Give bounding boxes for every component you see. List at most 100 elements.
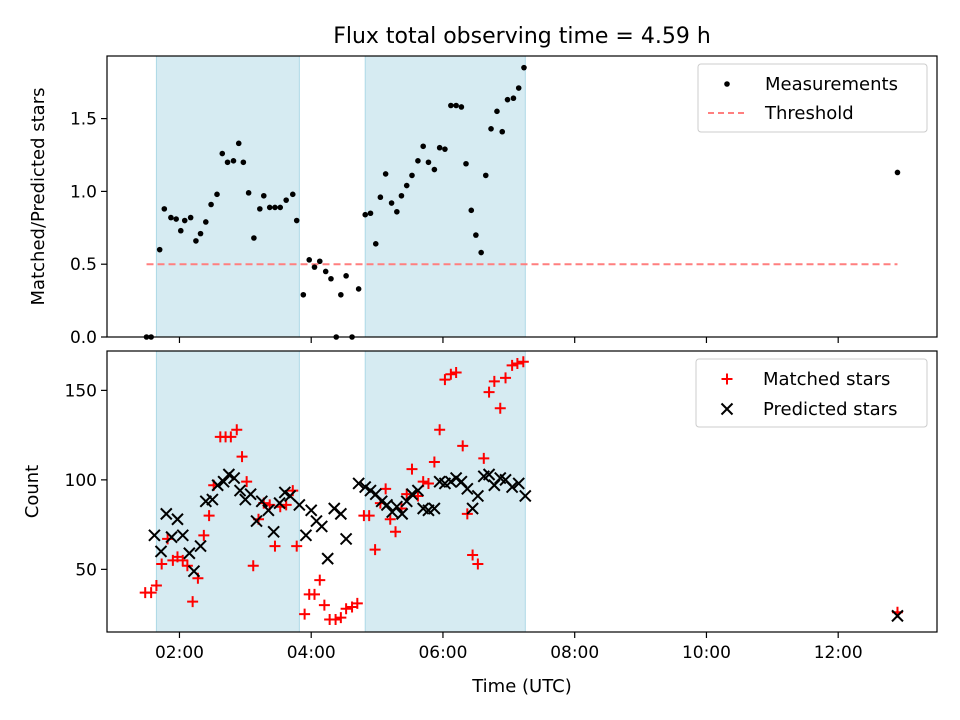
predicted-star-point [505, 480, 519, 494]
top-shaded-spans [155, 55, 526, 338]
measurement-point [219, 150, 226, 157]
counts-points [139, 356, 904, 625]
matched-star-point [517, 356, 529, 368]
measurement-point [463, 160, 469, 167]
measurement-point [504, 96, 511, 103]
predicted-star-point [304, 504, 318, 517]
bottom-plot-frame [106, 350, 938, 633]
measurement-point [420, 143, 426, 150]
measurement-point [173, 216, 179, 222]
measurement-point [521, 64, 527, 71]
bottom-y-ticks: 50 100 150 [65, 381, 107, 580]
x-axis-label: Time (UTC) [471, 676, 572, 697]
predicted-star-point [244, 487, 257, 501]
measurement-point [377, 194, 384, 201]
measurement-point [187, 214, 194, 221]
matched-star-point [488, 375, 500, 387]
predicted-star-point [160, 507, 173, 521]
measurement-point [453, 102, 459, 109]
measurement-point [235, 140, 242, 147]
matched-star-point [299, 608, 311, 620]
predicted-star-point [466, 502, 479, 515]
predicted-star-point [187, 564, 201, 578]
measurement-point [488, 125, 494, 132]
matched-star-point [187, 596, 199, 608]
top-panel: 0.0 0.5 1.0 1.5 Matched/Predicted stars Mea… [28, 55, 938, 348]
y-tick-label: 1.5 [70, 110, 97, 130]
predicted-star-point [233, 484, 247, 497]
measurement-point [306, 257, 313, 263]
matched-star-point [269, 540, 281, 552]
measurement-point [403, 182, 410, 189]
matched-star-point [500, 372, 512, 384]
chart-title: Flux total observing time = 4.59 h [333, 24, 711, 49]
predicted-star-point [512, 477, 525, 490]
y-tick-label: 1.0 [70, 182, 97, 202]
predicted-star-point [482, 468, 496, 481]
measurement-point [203, 219, 209, 225]
top-y-ticks: 0.0 0.5 1.0 1.5 [70, 110, 107, 348]
matched-star-point [483, 386, 495, 398]
matched-star-point [231, 424, 243, 436]
measurement-point [240, 159, 247, 166]
legend-plus-glyph [721, 373, 733, 385]
measurement-point [362, 211, 369, 218]
predicted-star-point [206, 493, 219, 506]
x-tick-label: 08:00 [550, 643, 599, 663]
measurement-point [266, 204, 273, 211]
x-tick-label: 02:00 [155, 643, 204, 663]
predicted-star-point [411, 484, 425, 497]
legend-matched-label: Matched stars [763, 369, 890, 390]
matched-star-point [494, 402, 506, 414]
measurement-point [260, 192, 267, 199]
measurements-points [143, 64, 901, 340]
measurement-point [367, 210, 374, 217]
predicted-star-point [148, 529, 161, 542]
measurement-point [473, 232, 479, 238]
measurement-point [431, 166, 438, 173]
legend-measurements-label: Measurements [765, 74, 898, 95]
measurement-point [181, 217, 188, 224]
legend-matched-marker [721, 373, 733, 385]
matched-star-point [203, 510, 215, 522]
predicted-star-point [891, 609, 904, 623]
predicted-star-point [461, 482, 474, 496]
bottom-x-ticks: 02:00 04:00 06:00 08:00 10:00 12:00 [155, 632, 863, 663]
measurement-point [510, 95, 517, 102]
measurement-point [156, 246, 163, 253]
measurement-point [245, 190, 252, 196]
legend-threshold-label: Threshold [764, 103, 854, 124]
x-tick-label: 04:00 [287, 643, 336, 663]
measurement-point [257, 206, 263, 212]
shaded-span-1 [155, 350, 300, 633]
predicted-star-point [176, 529, 189, 542]
matched-star-point [225, 431, 237, 443]
matched-star-point [330, 613, 342, 625]
bottom-legend-frame [695, 358, 928, 428]
measurement-point [398, 192, 405, 199]
predicted-star-point [400, 495, 413, 508]
predicted-star-point [428, 502, 441, 515]
predicted-star-point [334, 507, 348, 521]
measurement-point [177, 227, 184, 234]
measurement-point [382, 171, 389, 177]
predicted-star-point [519, 489, 532, 503]
matched-star-point [380, 483, 392, 495]
bottom-shaded-spans [155, 350, 526, 633]
matched-star-point [422, 477, 434, 489]
measurement-point [425, 159, 432, 166]
matched-star-point [363, 510, 375, 522]
matched-star-point [467, 549, 479, 561]
top-legend-frame [697, 63, 928, 133]
measurement-point [322, 268, 329, 275]
predicted-star-point [359, 480, 372, 494]
predicted-star-point [449, 471, 463, 485]
measurement-point [293, 217, 300, 224]
predicted-star-point [154, 545, 168, 558]
measurement-point [409, 172, 415, 179]
matched-star-point [390, 526, 402, 538]
measurement-point [316, 258, 323, 265]
legend-predicted-label: Predicted stars [763, 399, 897, 420]
predicted-star-point [352, 477, 365, 490]
predicted-star-point [165, 530, 178, 544]
